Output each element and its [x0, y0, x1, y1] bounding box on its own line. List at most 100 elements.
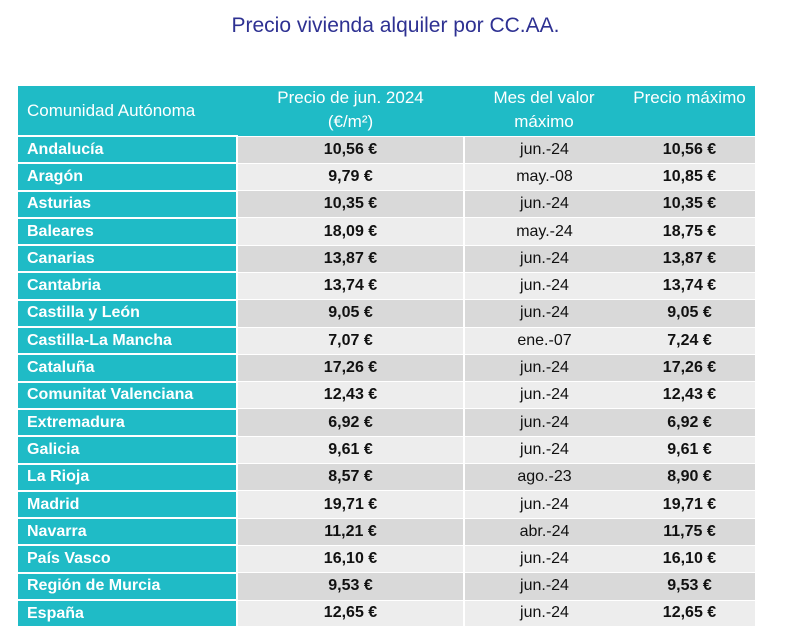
price-cell: 10,56 € — [237, 135, 464, 164]
table-row: Asturias 10,35 € jun.-24 10,35 € — [18, 189, 755, 218]
max-price-cell: 13,87 € — [624, 244, 755, 273]
table-row: Comunitat Valenciana 12,43 € jun.-24 12,43 … — [18, 380, 755, 409]
price-cell: 19,71 € — [237, 490, 464, 519]
max-price-cell: 16,10 € — [624, 544, 755, 573]
price-cell: 10,35 € — [237, 190, 464, 218]
price-cell: 6,92 € — [237, 408, 464, 437]
price-cell: 12,65 € — [237, 599, 464, 626]
max-price-cell: 12,43 € — [624, 381, 755, 409]
max-price-cell: 13,74 € — [624, 271, 755, 300]
community-cell: Cantabria — [18, 271, 238, 300]
community-cell: Comunitat Valenciana — [18, 380, 238, 409]
month-cell: jun.-24 — [463, 353, 624, 382]
price-cell: 7,07 € — [237, 326, 464, 355]
max-price-cell: 10,35 € — [624, 190, 755, 218]
max-price-cell: 17,26 € — [624, 353, 755, 382]
month-cell: ene.-07 — [463, 326, 624, 355]
price-cell: 13,74 € — [237, 271, 464, 300]
month-cell: jun.-24 — [463, 299, 624, 328]
community-cell: Navarra — [18, 517, 238, 546]
month-cell: jun.-24 — [463, 135, 624, 164]
price-cell: 17,26 € — [237, 353, 464, 382]
month-cell: jun.-24 — [463, 408, 624, 437]
community-cell: Galicia — [18, 435, 238, 464]
month-cell: jun.-24 — [463, 490, 624, 519]
month-cell: jun.-24 — [463, 190, 624, 218]
table-row: Cataluña 17,26 € jun.-24 17,26 € — [18, 353, 755, 382]
table-row: Galicia 9,61 € jun.-24 9,61 € — [18, 435, 755, 464]
max-price-cell: 7,24 € — [624, 326, 755, 355]
header-month: Mes del valor máximo — [464, 86, 624, 136]
month-cell: jun.-24 — [463, 271, 624, 300]
max-price-cell: 10,56 € — [624, 135, 755, 164]
community-cell: Madrid — [18, 489, 238, 519]
community-cell: Cataluña — [18, 353, 238, 382]
table-row: Cantabria 13,74 € jun.-24 13,74 € — [18, 271, 755, 300]
month-cell: abr.-24 — [463, 517, 624, 546]
table-row: Baleares 18,09 € may.-24 18,75 € — [18, 216, 755, 246]
max-price-cell: 6,92 € — [624, 408, 755, 437]
month-cell: may.-24 — [463, 217, 624, 246]
month-cell: jun.-24 — [463, 544, 624, 573]
price-cell: 16,10 € — [237, 544, 464, 573]
table-row: País Vasco 16,10 € jun.-24 16,10 € — [18, 544, 755, 573]
max-price-cell: 9,53 € — [624, 572, 755, 601]
community-cell: Baleares — [18, 216, 238, 246]
community-cell: Castilla y León — [18, 298, 238, 328]
price-cell: 13,87 € — [237, 244, 464, 273]
header-row: Comunidad Autónoma Precio de jun. 2024 (€… — [18, 86, 755, 136]
community-cell: País Vasco — [18, 544, 238, 573]
price-cell: 8,57 € — [237, 463, 464, 491]
rent-price-table: Comunidad Autónoma Precio de jun. 2024 (€… — [18, 86, 755, 626]
month-cell: may.-08 — [463, 162, 624, 191]
table-row: Aragón 9,79 € may.-08 10,85 € — [18, 162, 755, 191]
table-row: Región de Murcia 9,53 € jun.-24 9,53 € — [18, 571, 755, 601]
header-price-line1: Precio de jun. 2024 — [277, 88, 424, 107]
community-cell: Andalucía — [18, 134, 238, 164]
table-row: Castilla y León 9,05 € jun.-24 9,05 € — [18, 298, 755, 328]
community-cell: Aragón — [18, 162, 238, 191]
month-cell: ago.-23 — [463, 463, 624, 491]
table-row: Canarias 13,87 € jun.-24 13,87 € — [18, 244, 755, 273]
month-cell: jun.-24 — [463, 244, 624, 273]
table-row: Extremadura 6,92 € jun.-24 6,92 € — [18, 407, 755, 437]
month-cell: jun.-24 — [463, 381, 624, 409]
header-month-line1: Mes del valor — [493, 88, 595, 107]
table-row: Navarra 11,21 € abr.-24 11,75 € — [18, 517, 755, 546]
price-cell: 12,43 € — [237, 381, 464, 409]
max-price-cell: 19,71 € — [624, 490, 755, 519]
max-price-cell: 18,75 € — [624, 217, 755, 246]
community-cell: España — [18, 599, 238, 626]
price-cell: 11,21 € — [237, 517, 464, 546]
price-cell: 9,79 € — [237, 162, 464, 191]
header-price-line2: (€/m²) — [327, 112, 374, 131]
price-cell: 9,61 € — [237, 435, 464, 464]
community-cell: Castilla-La Mancha — [18, 326, 238, 355]
table-row: Andalucía 10,56 € jun.-24 10,56 € — [18, 134, 755, 164]
community-cell: Asturias — [18, 189, 238, 218]
max-price-cell: 9,05 € — [624, 299, 755, 328]
table-row: Castilla-La Mancha 7,07 € ene.-07 7,24 € — [18, 326, 755, 355]
price-cell: 9,05 € — [237, 299, 464, 328]
community-cell: Región de Murcia — [18, 571, 238, 601]
community-cell: Extremadura — [18, 407, 238, 437]
max-price-cell: 9,61 € — [624, 435, 755, 464]
header-month-line2: máximo — [514, 112, 574, 131]
max-price-cell: 12,65 € — [624, 599, 755, 626]
header-price: Precio de jun. 2024 (€/m²) — [237, 86, 464, 136]
header-community: Comunidad Autónoma — [18, 86, 237, 136]
max-price-cell: 8,90 € — [624, 463, 755, 491]
page-title: Precio vivienda alquiler por CC.AA. — [231, 14, 560, 37]
price-cell: 18,09 € — [237, 217, 464, 246]
table-row: España 12,65 € jun.-24 12,65 € — [18, 599, 755, 626]
max-price-cell: 11,75 € — [624, 517, 755, 546]
month-cell: jun.-24 — [463, 572, 624, 601]
community-cell: Canarias — [18, 244, 238, 273]
table-row: Madrid 19,71 € jun.-24 19,71 € — [18, 489, 755, 519]
table-row: La Rioja 8,57 € ago.-23 8,90 € — [18, 462, 755, 491]
month-cell: jun.-24 — [463, 599, 624, 626]
month-cell: jun.-24 — [463, 435, 624, 464]
max-price-cell: 10,85 € — [624, 162, 755, 191]
price-cell: 9,53 € — [237, 572, 464, 601]
community-cell: La Rioja — [18, 462, 238, 491]
